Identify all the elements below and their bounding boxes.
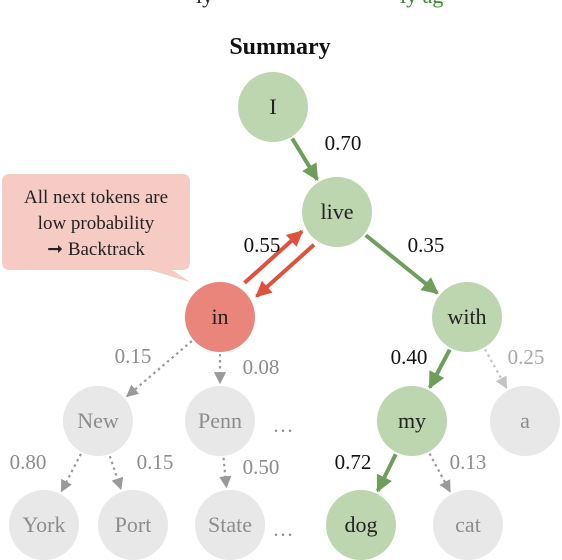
node-label-in: in: [211, 304, 228, 329]
edge-prob-live-with: 0.35: [408, 233, 445, 257]
node-state: [195, 490, 265, 560]
node-I: [238, 72, 308, 142]
node-cat: [433, 490, 503, 560]
node-label-penn: Penn: [198, 408, 242, 433]
node-label-my: my: [398, 408, 426, 433]
top-caption-left: ly: [196, 0, 213, 8]
edge-my-dog: [375, 453, 398, 493]
node-label-a: a: [520, 408, 530, 433]
node-label-state: State: [208, 512, 252, 537]
edge-I-live: [290, 137, 319, 181]
edge-live-with: [364, 233, 439, 295]
node-label-port: Port: [115, 512, 152, 537]
node-new: [63, 386, 133, 456]
node-with: [432, 282, 502, 352]
edge-my-cat: [428, 453, 451, 493]
node-label-with: with: [447, 304, 486, 329]
node-live: [302, 177, 372, 247]
edge-prob-new-york: 0.80: [10, 450, 47, 474]
node-label-I: I: [269, 94, 276, 119]
backtrack-callout: All next tokens are low probability ➞ Ba…: [2, 174, 190, 282]
node-my: [377, 386, 447, 456]
edge-prob-my-cat: 0.13: [450, 450, 487, 474]
diagram-title: Summary: [229, 34, 330, 60]
callout-line-2: low probability: [38, 213, 155, 234]
node-penn: [185, 386, 255, 456]
node-label-new: New: [77, 408, 119, 433]
edge-with-my: [427, 348, 452, 389]
edge-in-back-to-live: [243, 229, 304, 285]
edge-prob-with-a: 0.25: [508, 345, 545, 369]
edge-with-a: [484, 348, 508, 389]
edge-new-york: [60, 453, 82, 493]
ellipsis-lower: …: [273, 517, 294, 541]
node-port: [98, 490, 168, 560]
edge-prob-my-dog: 0.72: [335, 450, 372, 474]
edge-prob-live-in: 0.55: [244, 233, 281, 257]
node-dog: [326, 490, 396, 560]
edge-prob-with-my: 0.40: [391, 345, 428, 369]
node-in: [185, 282, 255, 352]
node-label-york: York: [22, 512, 65, 537]
edge-prob-in-penn: 0.08: [243, 355, 280, 379]
node-label-live: live: [321, 199, 354, 224]
callout-line-3: ➞ Backtrack: [47, 239, 145, 260]
edge-prob-in-new: 0.15: [115, 344, 152, 368]
edge-new-port: [108, 455, 124, 491]
node-label-dog: dog: [345, 512, 378, 537]
edge-in-new: [125, 340, 193, 398]
edge-live-to-in: [255, 243, 316, 298]
node-a: [490, 386, 560, 456]
edge-prob-penn-state: 0.50: [243, 455, 280, 479]
edge-labels-layer: 0.70 0.55 0.35 0.15 0.08 0.40 0.25 0.80 0.15 0.50…: [10, 131, 545, 479]
node-york: [9, 490, 79, 560]
top-caption-right: ly ag: [400, 0, 443, 8]
edge-prob-new-port: 0.15: [137, 450, 174, 474]
edge-prob-I-live: 0.70: [325, 131, 362, 155]
edges-layer: [60, 137, 508, 493]
ellipsis-upper: …: [273, 413, 294, 437]
callout-line-1: All next tokens are: [24, 187, 168, 208]
node-label-cat: cat: [455, 512, 481, 537]
edge-penn-state: [219, 457, 232, 489]
